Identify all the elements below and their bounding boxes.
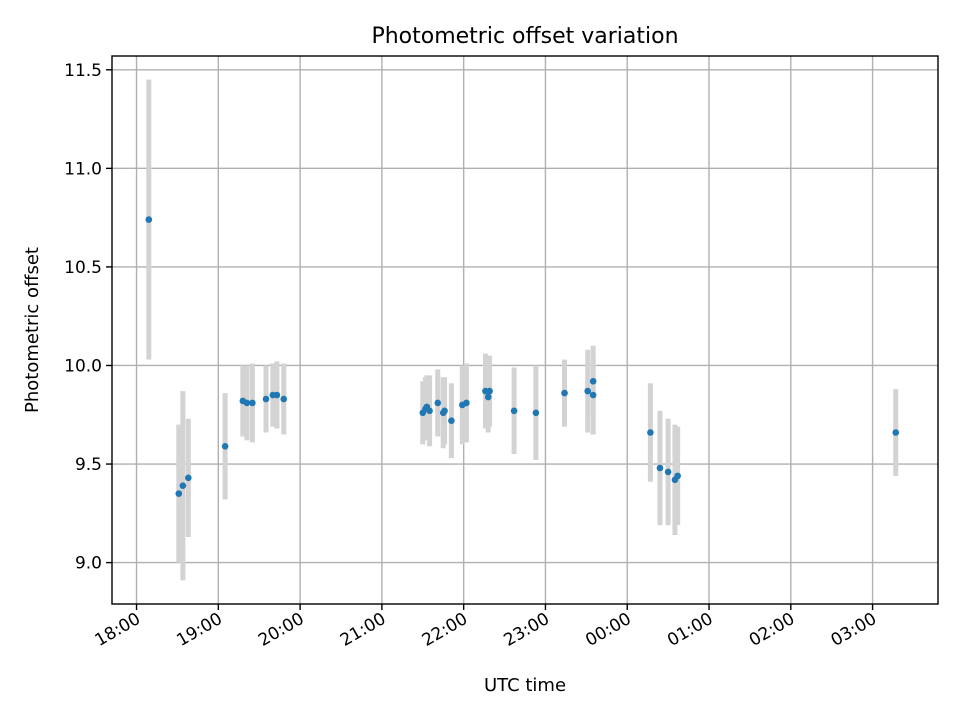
x-tick-label: 03:00 <box>828 609 880 651</box>
x-tick-label: 23:00 <box>501 609 553 651</box>
data-point <box>484 393 492 401</box>
data-point <box>280 395 288 403</box>
x-tick-label: 01:00 <box>664 609 716 651</box>
x-axis-label: UTC time <box>484 675 566 696</box>
y-tick-label: 9.5 <box>75 455 102 475</box>
data-points <box>145 216 900 497</box>
data-point <box>441 407 448 415</box>
data-point <box>434 399 442 407</box>
data-point <box>674 472 681 480</box>
x-tick-label: 00:00 <box>582 609 634 651</box>
x-tick-label: 21:00 <box>337 609 389 651</box>
y-axis-label: Photometric offset <box>22 247 43 413</box>
plot-frame <box>111 55 939 605</box>
x-tick-label: 20:00 <box>255 609 307 651</box>
data-point <box>249 399 256 407</box>
data-point <box>589 377 597 385</box>
data-point <box>486 387 493 395</box>
data-point <box>561 389 568 397</box>
data-point <box>656 464 664 472</box>
data-point <box>589 391 597 399</box>
grid <box>112 56 938 604</box>
x-tick-label: 18:00 <box>92 609 144 651</box>
data-point <box>243 399 251 407</box>
data-point <box>664 468 672 476</box>
chart-title: Photometric offset variation <box>371 24 678 49</box>
data-point <box>262 395 270 403</box>
x-tick-label: 22:00 <box>419 609 471 651</box>
y-axis: 9.0 9.5 10.0 10.5 11.0 11.5 <box>64 61 112 574</box>
x-tick-label: 02:00 <box>746 609 798 651</box>
data-point <box>185 474 192 482</box>
data-point <box>175 490 183 497</box>
y-tick-label: 10.0 <box>64 356 102 376</box>
y-tick-label: 10.5 <box>64 258 102 278</box>
data-point <box>584 387 591 395</box>
data-point <box>510 407 518 415</box>
y-tick-label: 9.0 <box>75 554 102 574</box>
data-point <box>892 429 900 436</box>
data-point <box>448 417 455 424</box>
data-point <box>179 482 187 490</box>
data-point <box>273 391 281 399</box>
error-bars <box>146 79 899 581</box>
x-tick-label: 19:00 <box>173 609 225 651</box>
data-point <box>463 399 470 407</box>
y-tick-label: 11.0 <box>64 159 102 179</box>
data-point <box>532 409 540 417</box>
data-point <box>145 216 153 223</box>
x-axis: 18:00 19:00 20:00 21:00 22:00 23:00 00:00 01:00… <box>92 604 880 651</box>
data-point <box>647 429 654 436</box>
y-tick-label: 11.5 <box>64 61 102 81</box>
data-point <box>221 443 229 450</box>
data-point <box>426 407 433 415</box>
